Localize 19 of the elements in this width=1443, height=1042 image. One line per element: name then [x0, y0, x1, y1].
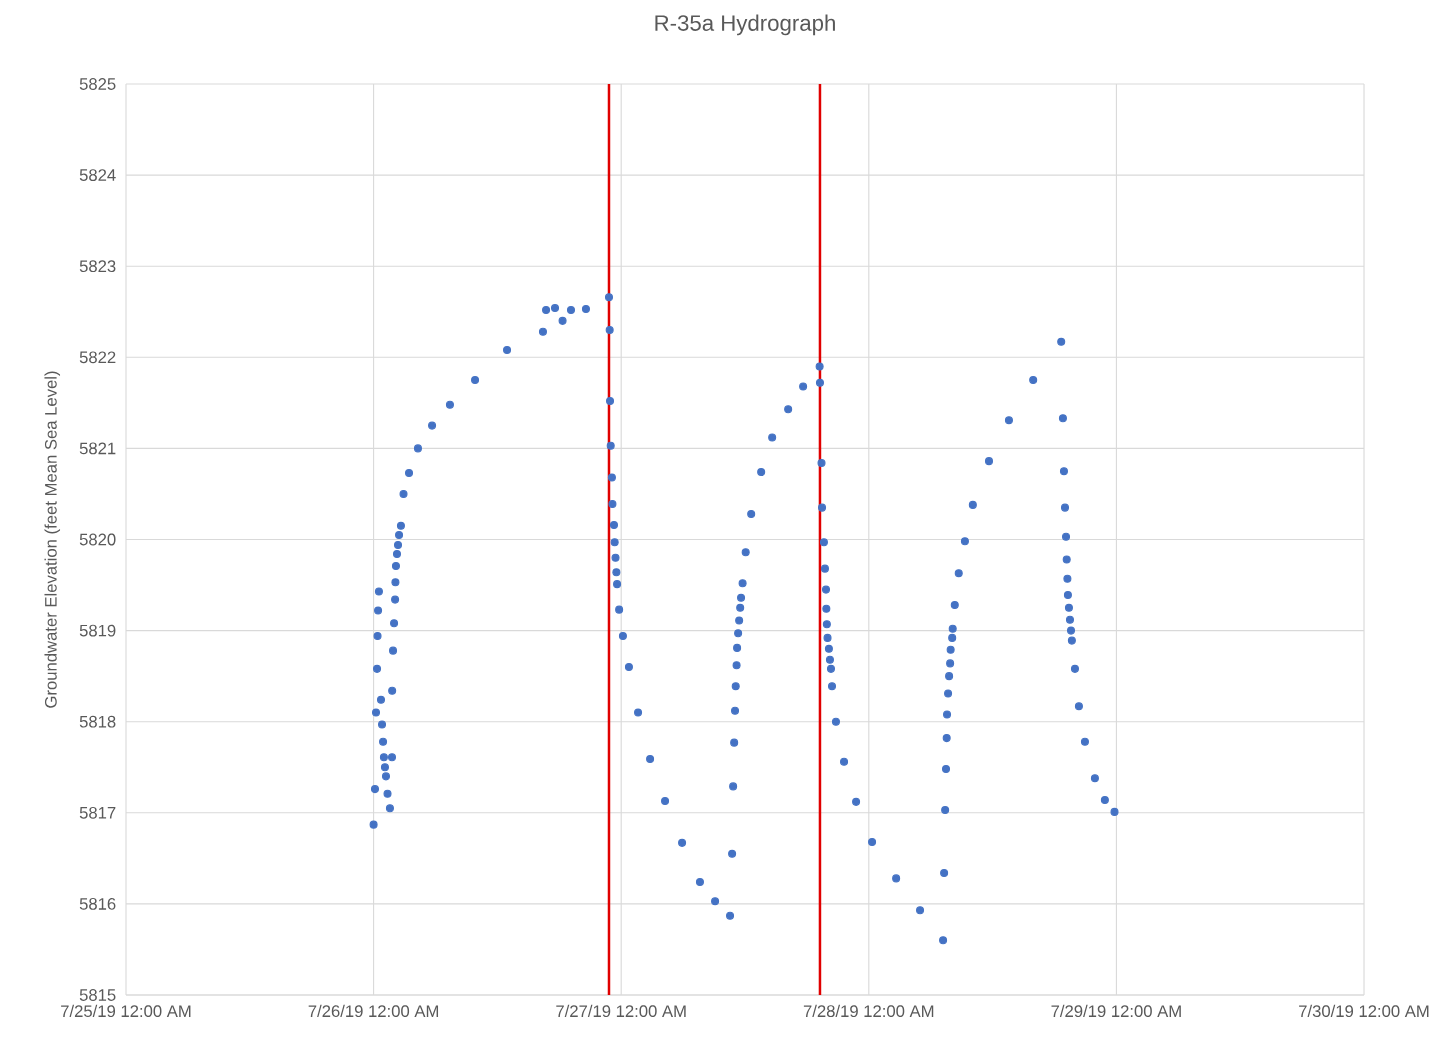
y-tick-label: 5818	[79, 715, 116, 728]
x-tick-label: 7/26/19 12:00 AM	[308, 1004, 439, 1018]
y-tick-label: 5822	[79, 351, 116, 364]
y-tick-label: 5819	[79, 624, 116, 637]
y-tick-label: 5815	[79, 989, 116, 1001]
y-tick-label: 5816	[79, 898, 116, 910]
x-tick-label: 7/25/19 12:00 AM	[61, 1004, 191, 1018]
y-tick-label: 5825	[79, 78, 116, 90]
x-tick-label: 7/28/19 12:00 AM	[803, 1004, 934, 1018]
y-tick-label: 5823	[79, 260, 116, 273]
y-tick-label: 5824	[79, 169, 116, 181]
y-tick-label: 5820	[79, 533, 116, 546]
y-axis-title: Groundwater Elevation (feet Mean Sea Level)	[44, 371, 61, 708]
x-tick-label: 7/29/19 12:00 AM	[1051, 1004, 1181, 1018]
y-tick-label: 5817	[79, 806, 116, 819]
x-tick-label: 7/30/19 12:00 AM	[1299, 1004, 1429, 1018]
x-tick-label: 7/27/19 12:00 AM	[556, 1004, 686, 1018]
y-tick-label: 5821	[79, 442, 116, 455]
chart-title: R-35a Hydrograph	[655, 14, 835, 36]
